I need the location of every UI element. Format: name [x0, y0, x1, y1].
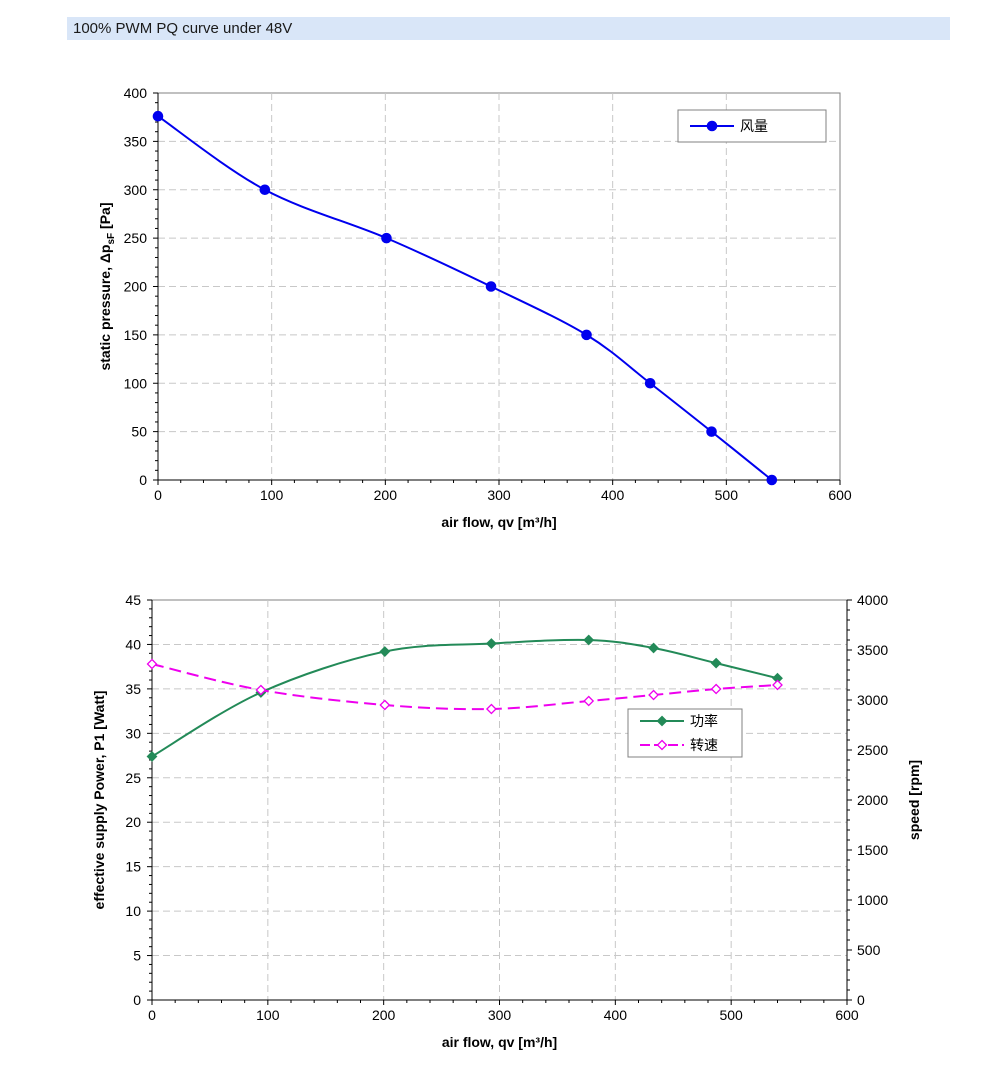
data-point	[152, 110, 164, 122]
y-axis-title-unit: [Pa]	[97, 202, 113, 232]
legend-label: 转速	[690, 738, 718, 754]
data-point	[648, 689, 659, 701]
x-axis-title: air flow, qv [m³/h]	[441, 514, 556, 530]
data-point	[706, 426, 717, 437]
y-tick-label: 0	[139, 472, 147, 488]
data-point	[379, 699, 391, 711]
data-point	[648, 642, 659, 654]
data-point	[766, 474, 778, 486]
y-tick-label: 20	[125, 814, 141, 830]
data-point	[583, 634, 595, 646]
y-tick-label: 40	[125, 636, 141, 652]
y-tick-label: 400	[124, 85, 148, 101]
x-tick-label: 200	[374, 487, 398, 503]
data-point	[710, 683, 722, 695]
chart-2: 0 100 200 300 400 500 600051015202530354045050…	[91, 592, 922, 1050]
legend-label: 风量	[740, 119, 768, 135]
y-tick-label: 50	[131, 424, 147, 440]
x-tick-label: 200	[372, 1007, 396, 1023]
chart-1: 0 100 200 300 400 500 600 0 50 100 150 200 250 300 350…	[97, 85, 852, 530]
data-point	[259, 184, 271, 196]
page-title: 100% PWM PQ curve under 48V	[73, 20, 293, 37]
y-axis-title: static pressure, ΔpsF [Pa]	[97, 202, 117, 370]
data-point	[581, 329, 592, 341]
y-tick-label: 350	[124, 133, 148, 149]
legend-marker	[656, 739, 668, 751]
data-point	[710, 657, 722, 669]
data-point	[379, 646, 391, 657]
x-tick-label: 0	[154, 487, 162, 503]
x-tick-label: 400	[601, 487, 625, 503]
x-tick-label: 500	[715, 487, 739, 503]
y-right-tick-label: 4000	[857, 592, 888, 608]
data-point	[485, 703, 497, 715]
x-tick-label: 300	[488, 1007, 512, 1023]
x-tick-label: 400	[604, 1007, 628, 1023]
x-axis-title: air flow, qv [m³/h]	[442, 1034, 557, 1050]
y-right-tick-label: 1500	[857, 842, 888, 858]
y-right-tick-label: 1000	[857, 892, 888, 908]
x-tick-label: 100	[256, 1007, 280, 1023]
x-tick-label: 600	[828, 487, 852, 503]
data-point	[381, 232, 392, 244]
y-right-tick-label: 2000	[857, 792, 888, 808]
data-point	[583, 695, 595, 707]
y-axis-title-subscript: sF	[106, 233, 117, 245]
y-right-tick-label: 3500	[857, 642, 888, 658]
title-bar: 100% PWM PQ curve under 48V	[67, 17, 950, 40]
data-point	[255, 684, 267, 696]
data-point	[485, 281, 497, 292]
y-tick-label: 5	[133, 948, 141, 964]
legend-marker	[656, 715, 668, 727]
x-tick-label: 600	[835, 1007, 859, 1023]
legend-box	[627, 708, 743, 758]
y-right-tick-label: 500	[857, 942, 881, 958]
y-axis-title: effective supply Power, P1 [Watt]	[91, 691, 107, 910]
x-tick-label: 300	[487, 487, 511, 503]
legend-label: 功率	[690, 713, 718, 730]
y-tick-label: 200	[124, 279, 148, 295]
y-tick-label: 25	[125, 770, 141, 786]
data-point	[485, 638, 497, 649]
x-tick-label: 0	[148, 1007, 156, 1023]
y-right-tick-label: 0	[857, 992, 865, 1008]
data-point	[772, 679, 783, 691]
y-right-axis-title: speed [rpm]	[906, 760, 922, 840]
y-tick-label: 250	[124, 230, 148, 246]
y-tick-label: 150	[124, 327, 148, 343]
y-tick-label: 10	[125, 903, 141, 919]
y-tick-label: 30	[125, 725, 141, 741]
y-tick-label: 0	[133, 992, 141, 1008]
y-right-tick-label: 3000	[857, 692, 888, 708]
x-tick-label: 100	[260, 487, 284, 503]
y-tick-label: 15	[125, 859, 141, 875]
y-axis-title-main: static pressure, Δp	[97, 245, 113, 371]
y-right-tick-label: 2500	[857, 742, 888, 758]
y-axis-title-main: effective supply Power, P1 [Watt]	[91, 691, 107, 910]
y-tick-label: 100	[124, 375, 148, 391]
legend-marker	[706, 120, 718, 132]
data-point	[644, 377, 656, 389]
y-tick-label: 35	[125, 681, 141, 697]
data-point	[146, 751, 158, 762]
y-tick-label: 45	[125, 592, 141, 608]
x-tick-label: 500	[719, 1007, 743, 1023]
data-point	[146, 658, 158, 670]
y-tick-label: 300	[124, 182, 148, 198]
